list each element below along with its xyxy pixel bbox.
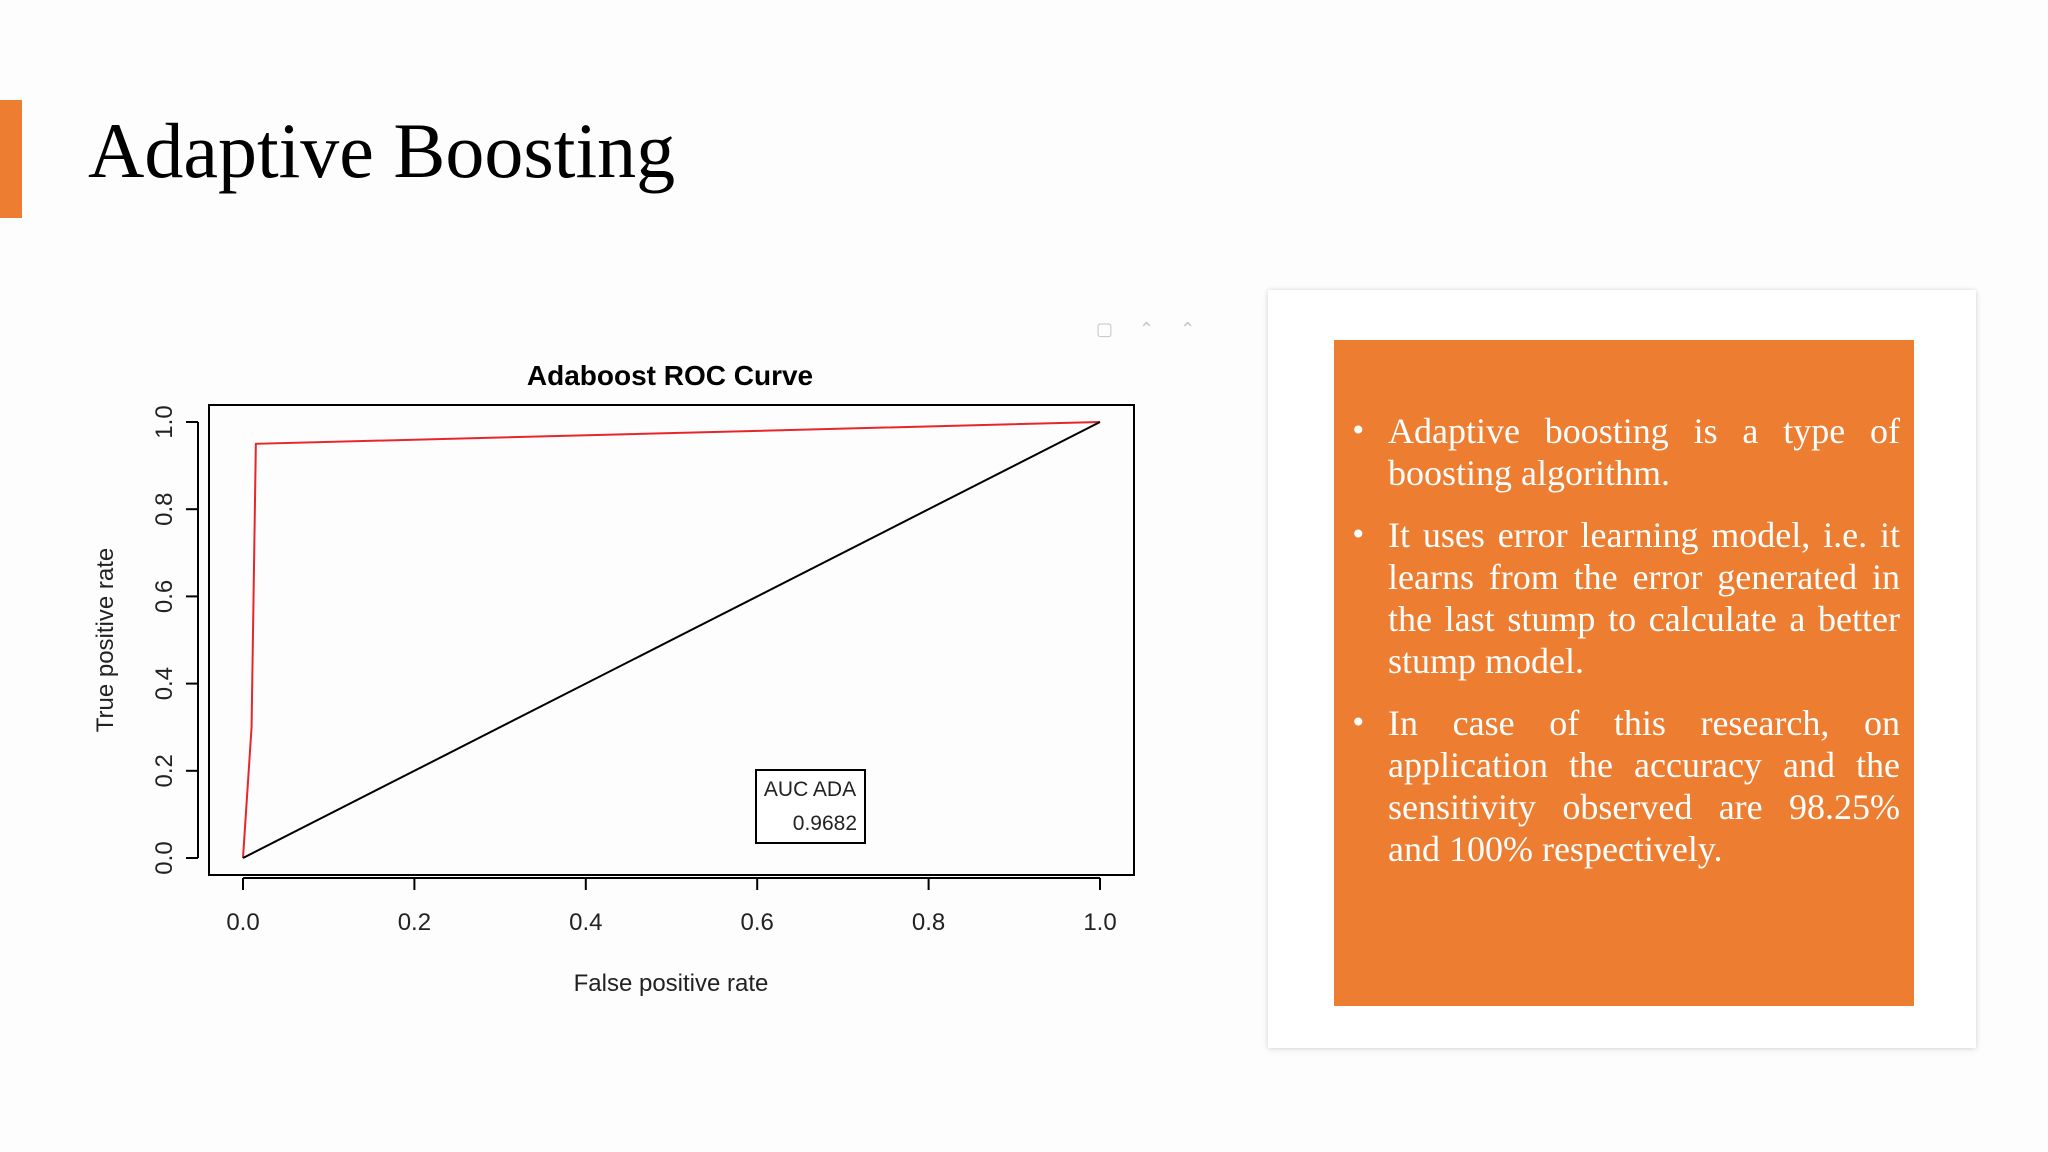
y-axis: 0.0 0.2 0.4 0.6 0.8 1.0 bbox=[151, 405, 199, 875]
legend-box bbox=[755, 769, 866, 844]
y-tick-label: 0.8 bbox=[151, 493, 178, 526]
chevron-up-icon[interactable]: ⌃ bbox=[1180, 318, 1196, 340]
chart-title: Adaboost ROC Curve bbox=[527, 360, 813, 391]
x-tick-label: 0.6 bbox=[741, 909, 774, 936]
diagonal-reference-line bbox=[242, 421, 1101, 859]
chart-legend: AUC ADA 0.9682 bbox=[755, 769, 866, 844]
x-tick-label: 1.0 bbox=[1083, 909, 1116, 936]
window-icon[interactable]: ▢ bbox=[1096, 318, 1114, 340]
y-axis-label: True positive rate bbox=[92, 548, 119, 733]
y-tick-label: 1.0 bbox=[151, 405, 178, 438]
plot-frame bbox=[208, 404, 1135, 876]
x-tick-label: 0.8 bbox=[912, 909, 945, 936]
bullet-list: Adaptive boosting is a type of boosting … bbox=[1350, 410, 1900, 890]
slide-title: Adaptive Boosting bbox=[88, 107, 676, 194]
x-tick-label: 0.2 bbox=[398, 909, 431, 936]
chevron-up-icon[interactable]: ⌃ bbox=[1139, 318, 1155, 340]
y-tick-label: 0.6 bbox=[151, 580, 178, 613]
bullet-item: It uses error learning model, i.e. it le… bbox=[1350, 514, 1900, 682]
bullet-item: In case of this research, on application… bbox=[1350, 702, 1900, 870]
series-layer bbox=[242, 421, 1101, 859]
y-tick-label: 0.4 bbox=[151, 667, 178, 700]
roc-curve-line bbox=[242, 421, 1101, 859]
x-tick-label: 0.4 bbox=[569, 909, 602, 936]
x-axis: 0.0 0.2 0.4 0.6 0.8 1.0 bbox=[226, 877, 1117, 936]
y-tick-label: 0.2 bbox=[151, 754, 178, 787]
legend-label: AUC ADA bbox=[764, 778, 856, 801]
y-tick-label: 0.0 bbox=[151, 841, 178, 874]
x-axis-label: False positive rate bbox=[574, 970, 769, 997]
legend-value: 0.9682 bbox=[793, 812, 857, 835]
mini-toolbar: ▢ ⌃ ⌃ bbox=[1096, 318, 1196, 340]
roc-chart: Adaboost ROC Curve 0.0 0.2 0.4 0.6 0.8 1.0 0.… bbox=[92, 360, 1135, 997]
bullet-item: Adaptive boosting is a type of boosting … bbox=[1350, 410, 1900, 494]
title-accent-bar bbox=[0, 100, 22, 218]
x-tick-label: 0.0 bbox=[226, 909, 259, 936]
